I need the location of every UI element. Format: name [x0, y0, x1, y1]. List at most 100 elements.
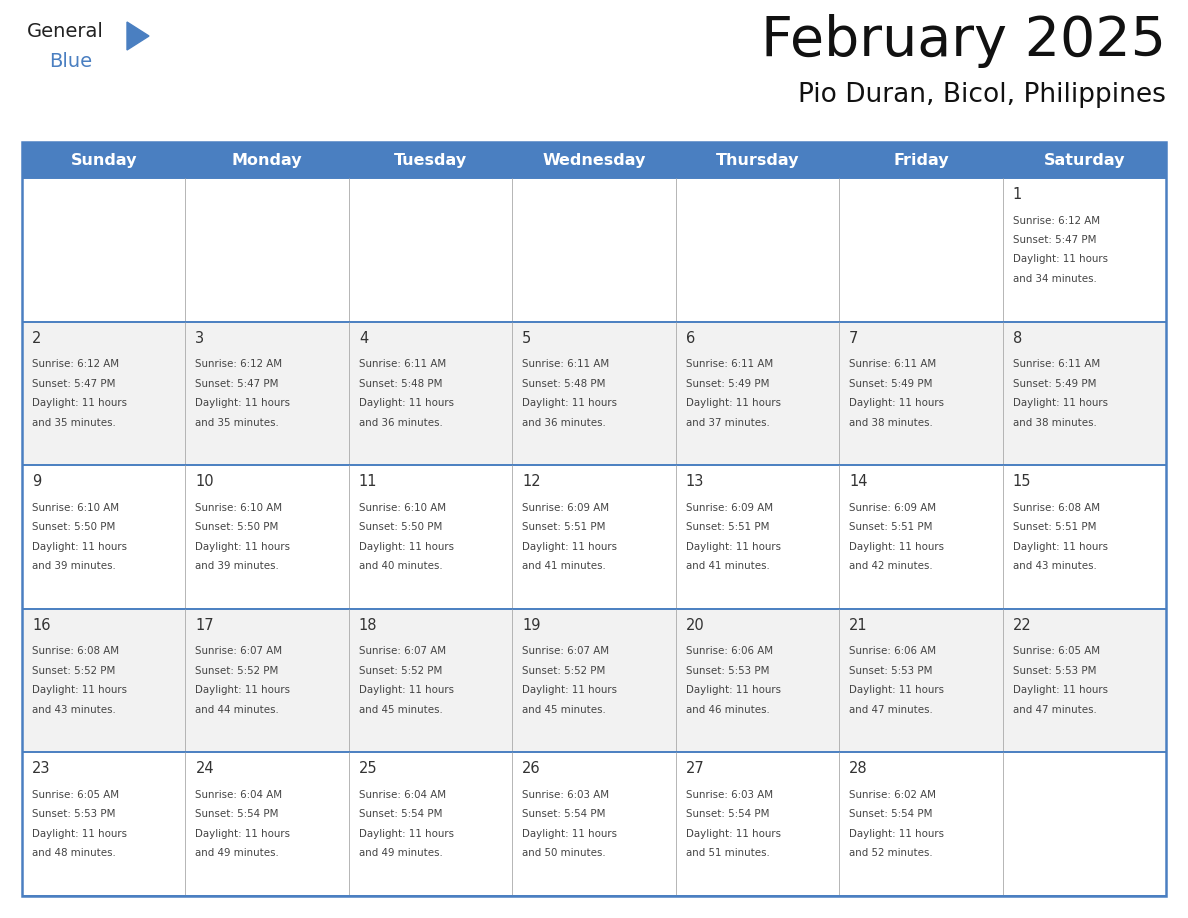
Text: and 44 minutes.: and 44 minutes.: [196, 705, 279, 715]
Text: Sunrise: 6:07 AM: Sunrise: 6:07 AM: [359, 646, 446, 656]
Text: Sunset: 5:47 PM: Sunset: 5:47 PM: [196, 378, 279, 388]
Text: 15: 15: [1012, 475, 1031, 489]
Text: 14: 14: [849, 475, 867, 489]
Text: 5: 5: [523, 330, 531, 345]
Text: 26: 26: [523, 761, 541, 777]
Text: Sunset: 5:52 PM: Sunset: 5:52 PM: [523, 666, 606, 676]
Text: Daylight: 11 hours: Daylight: 11 hours: [523, 829, 618, 839]
Text: Daylight: 11 hours: Daylight: 11 hours: [523, 398, 618, 409]
Bar: [23, 142, 1165, 178]
Text: 18: 18: [359, 618, 378, 633]
Text: Sunrise: 6:05 AM: Sunrise: 6:05 AM: [32, 789, 119, 800]
Text: Daylight: 11 hours: Daylight: 11 hours: [196, 686, 290, 695]
Text: and 50 minutes.: and 50 minutes.: [523, 848, 606, 858]
Text: Sunset: 5:53 PM: Sunset: 5:53 PM: [32, 810, 115, 820]
Text: Pio Duran, Bicol, Philippines: Pio Duran, Bicol, Philippines: [798, 82, 1165, 108]
Text: and 41 minutes.: and 41 minutes.: [685, 561, 770, 571]
Text: 9: 9: [32, 475, 42, 489]
Text: Daylight: 11 hours: Daylight: 11 hours: [196, 829, 290, 839]
Text: Sunrise: 6:12 AM: Sunrise: 6:12 AM: [32, 359, 119, 369]
Text: 10: 10: [196, 475, 214, 489]
Text: Daylight: 11 hours: Daylight: 11 hours: [32, 398, 127, 409]
Text: Sunset: 5:47 PM: Sunset: 5:47 PM: [32, 378, 115, 388]
Text: 4: 4: [359, 330, 368, 345]
Text: and 37 minutes.: and 37 minutes.: [685, 418, 770, 428]
Text: 21: 21: [849, 618, 867, 633]
Text: Tuesday: Tuesday: [394, 152, 467, 167]
Text: Sunrise: 6:04 AM: Sunrise: 6:04 AM: [359, 789, 446, 800]
Text: Sunrise: 6:11 AM: Sunrise: 6:11 AM: [359, 359, 447, 369]
Text: and 49 minutes.: and 49 minutes.: [196, 848, 279, 858]
Text: Sunrise: 6:11 AM: Sunrise: 6:11 AM: [1012, 359, 1100, 369]
Text: 27: 27: [685, 761, 704, 777]
Text: Sunset: 5:54 PM: Sunset: 5:54 PM: [523, 810, 606, 820]
Text: Sunrise: 6:09 AM: Sunrise: 6:09 AM: [523, 503, 609, 512]
Text: 7: 7: [849, 330, 859, 345]
Text: Sunset: 5:51 PM: Sunset: 5:51 PM: [685, 522, 769, 532]
Text: and 38 minutes.: and 38 minutes.: [1012, 418, 1097, 428]
Text: and 39 minutes.: and 39 minutes.: [196, 561, 279, 571]
Text: and 43 minutes.: and 43 minutes.: [32, 705, 115, 715]
Text: Thursday: Thursday: [715, 152, 800, 167]
Text: Saturday: Saturday: [1043, 152, 1125, 167]
Text: Sunset: 5:52 PM: Sunset: 5:52 PM: [32, 666, 115, 676]
Text: Sunrise: 6:10 AM: Sunrise: 6:10 AM: [359, 503, 446, 512]
Text: Sunrise: 6:09 AM: Sunrise: 6:09 AM: [849, 503, 936, 512]
Text: Sunset: 5:54 PM: Sunset: 5:54 PM: [685, 810, 769, 820]
Text: 3: 3: [196, 330, 204, 345]
Text: Sunrise: 6:03 AM: Sunrise: 6:03 AM: [523, 789, 609, 800]
Bar: [23, 178, 1165, 321]
Text: Daylight: 11 hours: Daylight: 11 hours: [1012, 398, 1107, 409]
Text: Sunrise: 6:10 AM: Sunrise: 6:10 AM: [32, 503, 119, 512]
Text: 28: 28: [849, 761, 867, 777]
Text: and 34 minutes.: and 34 minutes.: [1012, 274, 1097, 284]
Text: 13: 13: [685, 475, 704, 489]
Text: 2: 2: [32, 330, 42, 345]
Text: Sunrise: 6:12 AM: Sunrise: 6:12 AM: [1012, 216, 1100, 226]
Text: Wednesday: Wednesday: [542, 152, 646, 167]
Text: Sunrise: 6:03 AM: Sunrise: 6:03 AM: [685, 789, 773, 800]
Text: Daylight: 11 hours: Daylight: 11 hours: [685, 686, 781, 695]
Bar: [23, 609, 1165, 753]
Text: 22: 22: [1012, 618, 1031, 633]
Text: Sunset: 5:54 PM: Sunset: 5:54 PM: [359, 810, 442, 820]
Text: and 46 minutes.: and 46 minutes.: [685, 705, 770, 715]
Text: Sunset: 5:53 PM: Sunset: 5:53 PM: [685, 666, 769, 676]
Text: Daylight: 11 hours: Daylight: 11 hours: [32, 829, 127, 839]
Text: and 47 minutes.: and 47 minutes.: [1012, 705, 1097, 715]
Text: Sunset: 5:48 PM: Sunset: 5:48 PM: [523, 378, 606, 388]
Text: Sunrise: 6:07 AM: Sunrise: 6:07 AM: [523, 646, 609, 656]
Text: Sunset: 5:50 PM: Sunset: 5:50 PM: [359, 522, 442, 532]
Text: and 36 minutes.: and 36 minutes.: [359, 418, 443, 428]
Text: 12: 12: [523, 475, 541, 489]
Text: Sunset: 5:47 PM: Sunset: 5:47 PM: [1012, 235, 1097, 245]
Text: 16: 16: [32, 618, 51, 633]
Text: Sunrise: 6:11 AM: Sunrise: 6:11 AM: [685, 359, 773, 369]
Text: 11: 11: [359, 475, 378, 489]
Text: Blue: Blue: [49, 52, 93, 71]
Text: Daylight: 11 hours: Daylight: 11 hours: [523, 686, 618, 695]
Text: and 52 minutes.: and 52 minutes.: [849, 848, 933, 858]
Text: Sunrise: 6:02 AM: Sunrise: 6:02 AM: [849, 789, 936, 800]
Text: Friday: Friday: [893, 152, 949, 167]
Text: and 41 minutes.: and 41 minutes.: [523, 561, 606, 571]
Text: and 42 minutes.: and 42 minutes.: [849, 561, 933, 571]
Text: February 2025: February 2025: [762, 14, 1165, 68]
Text: Sunset: 5:51 PM: Sunset: 5:51 PM: [523, 522, 606, 532]
Text: and 40 minutes.: and 40 minutes.: [359, 561, 442, 571]
Text: Sunset: 5:51 PM: Sunset: 5:51 PM: [849, 522, 933, 532]
Text: Sunrise: 6:11 AM: Sunrise: 6:11 AM: [849, 359, 936, 369]
Text: Sunset: 5:49 PM: Sunset: 5:49 PM: [685, 378, 769, 388]
Text: and 48 minutes.: and 48 minutes.: [32, 848, 115, 858]
Text: Daylight: 11 hours: Daylight: 11 hours: [685, 542, 781, 552]
Text: Daylight: 11 hours: Daylight: 11 hours: [523, 542, 618, 552]
Text: Sunset: 5:48 PM: Sunset: 5:48 PM: [359, 378, 442, 388]
Text: Daylight: 11 hours: Daylight: 11 hours: [359, 398, 454, 409]
Text: Daylight: 11 hours: Daylight: 11 hours: [849, 829, 944, 839]
Text: 23: 23: [32, 761, 51, 777]
Text: Sunrise: 6:09 AM: Sunrise: 6:09 AM: [685, 503, 773, 512]
Text: Sunset: 5:50 PM: Sunset: 5:50 PM: [32, 522, 115, 532]
Text: Daylight: 11 hours: Daylight: 11 hours: [685, 398, 781, 409]
Bar: [23, 465, 1165, 609]
Text: Daylight: 11 hours: Daylight: 11 hours: [849, 686, 944, 695]
